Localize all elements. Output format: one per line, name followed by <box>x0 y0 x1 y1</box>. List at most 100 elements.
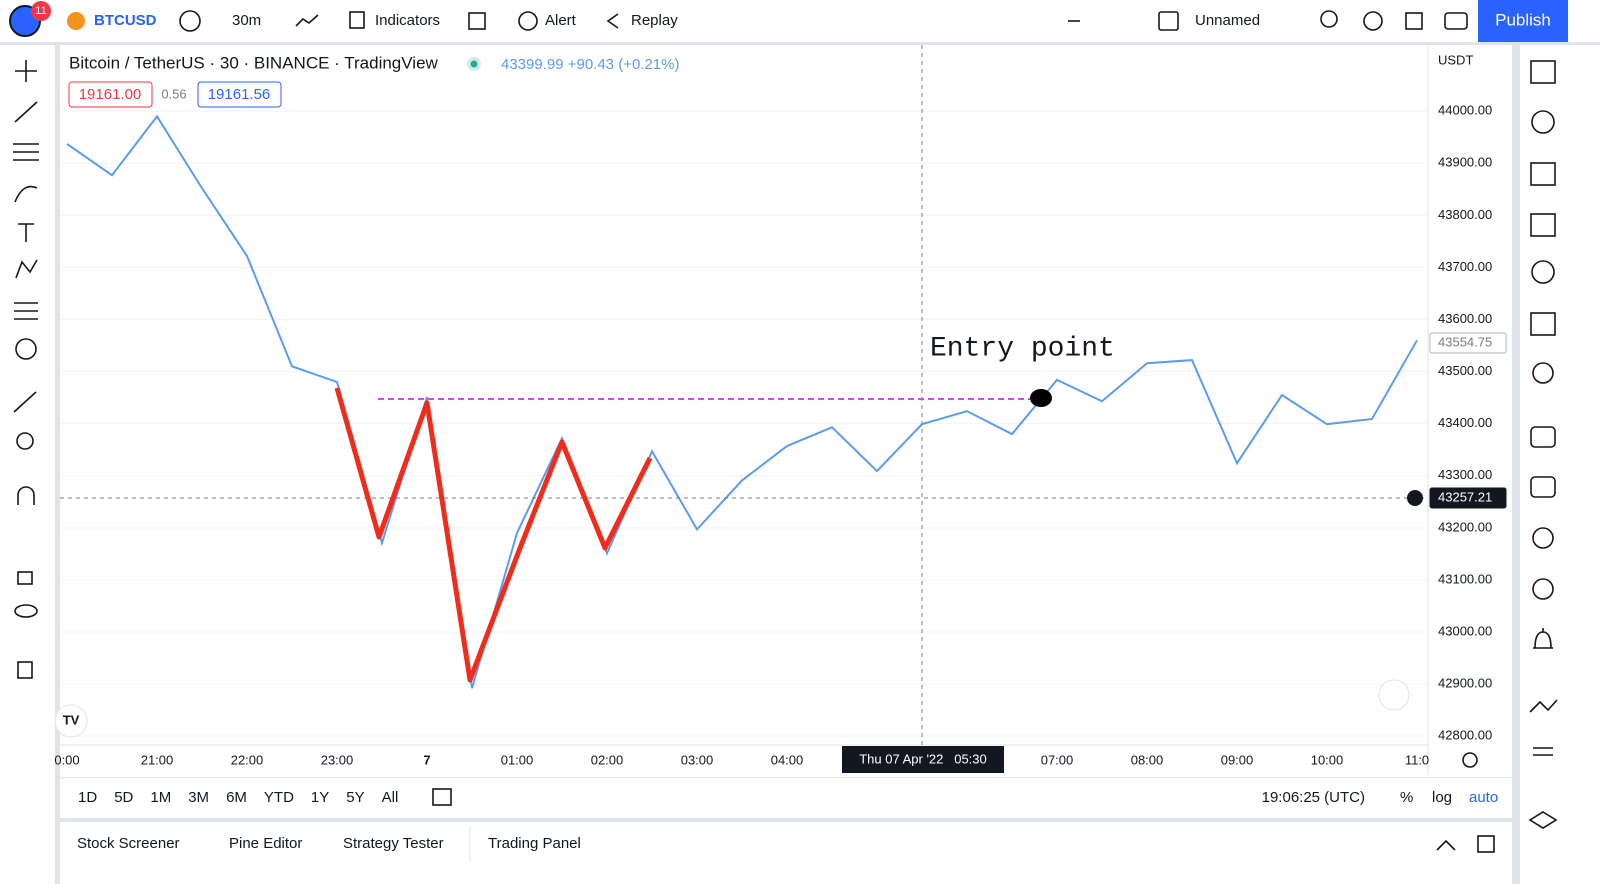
lock-tool[interactable] <box>17 571 33 585</box>
interval[interactable]: 30m <box>232 12 261 29</box>
settings-icon[interactable] <box>1363 11 1383 31</box>
crosshair-plus[interactable] <box>1407 490 1423 507</box>
trading-icon[interactable] <box>1529 699 1558 713</box>
calendar-icon[interactable] <box>1530 312 1556 336</box>
x-tick-label: 7 <box>423 752 430 767</box>
price-line <box>66 114 1418 689</box>
tab[interactable]: Stock Screener <box>77 835 180 852</box>
notifications-icon[interactable] <box>1533 628 1553 649</box>
delete-tool[interactable] <box>17 661 33 679</box>
search-icon[interactable] <box>1320 10 1338 28</box>
crosshair-time-box <box>842 746 1004 773</box>
tab[interactable]: Trading Panel <box>488 835 581 852</box>
ask[interactable]: 19161.56 <box>208 86 271 103</box>
range-button[interactable]: 1D <box>78 789 97 806</box>
layout-name[interactable]: Unnamed <box>1195 12 1260 29</box>
zoom-tool[interactable] <box>16 432 34 450</box>
collapse-icon[interactable] <box>1436 839 1456 851</box>
right-icons <box>1528 60 1558 829</box>
logo[interactable] <box>54 704 88 738</box>
notes-icon[interactable] <box>1530 213 1556 237</box>
status-dot-inner <box>470 60 478 68</box>
range-button[interactable]: 5D <box>114 789 133 806</box>
range-button[interactable]: 5Y <box>346 789 364 806</box>
magnet-tool[interactable] <box>17 486 35 505</box>
chart-type-icon[interactable] <box>295 14 319 27</box>
scroll-button[interactable] <box>1378 679 1410 711</box>
add-icon[interactable] <box>179 10 201 32</box>
top-toolbar <box>0 0 1600 42</box>
currency[interactable]: USDT <box>1438 52 1473 67</box>
range-button[interactable]: YTD <box>264 789 294 806</box>
news-icon[interactable] <box>1530 162 1556 186</box>
log-toggle[interactable]: log <box>1432 789 1452 806</box>
range-button[interactable]: All <box>382 789 399 806</box>
bid[interactable]: 19161.00 <box>79 86 142 103</box>
range-button[interactable]: 1Y <box>311 789 329 806</box>
bottom-bar <box>60 778 1512 818</box>
replay[interactable]: Replay <box>631 12 678 29</box>
streams-icon[interactable] <box>1530 476 1556 498</box>
range-button[interactable]: 3M <box>188 789 209 806</box>
clock: 19:06:25 (UTC) <box>1262 789 1365 806</box>
ideas-icon[interactable] <box>1532 362 1554 384</box>
x-tick-label: 08:00 <box>1131 752 1164 767</box>
line-tool[interactable] <box>14 101 38 123</box>
symbol[interactable]: BTCUSD <box>94 12 157 29</box>
camera-icon[interactable] <box>1444 12 1468 30</box>
text-tool[interactable] <box>18 223 34 242</box>
badge-count: 11 <box>35 5 46 17</box>
sell-box[interactable] <box>68 81 153 108</box>
maximize-icon[interactable] <box>1477 835 1495 853</box>
auto-toggle[interactable]: auto <box>1469 789 1498 806</box>
date-range-icon[interactable] <box>432 788 452 806</box>
replay-icon <box>606 13 619 29</box>
range-button[interactable]: 6M <box>226 789 247 806</box>
prediction-tool[interactable] <box>14 302 38 320</box>
crosshair-time: Thu 07 Apr '22 05:30 <box>859 751 987 766</box>
price-marker-box <box>1429 487 1507 509</box>
publish[interactable]: Publish <box>1495 10 1551 29</box>
hotlists-icon[interactable] <box>1531 260 1555 284</box>
x-tick-label: 07:00 <box>1041 752 1074 767</box>
x-tick-label: 22:00 <box>231 752 264 767</box>
chat-icon[interactable] <box>1530 426 1556 448</box>
visibility-tool[interactable] <box>14 604 38 618</box>
tab[interactable]: Pine Editor <box>229 835 302 852</box>
watchlist-icon[interactable] <box>1530 60 1556 84</box>
crosshair-tool[interactable] <box>15 60 37 82</box>
y-tick-label: 43800.00 <box>1438 207 1492 222</box>
right-sidebar <box>1520 45 1600 884</box>
fullscreen-icon[interactable] <box>1405 12 1423 30</box>
templates-icon[interactable] <box>468 12 486 30</box>
brush-tool[interactable] <box>14 185 38 203</box>
price-marker-label: 43554.75 <box>1438 334 1492 349</box>
y-tick-label: 43400.00 <box>1438 415 1492 430</box>
axis-settings[interactable] <box>1462 752 1478 768</box>
x-tick-label: 04:00 <box>771 752 804 767</box>
tab[interactable]: Strategy Tester <box>343 835 444 852</box>
icon-tool[interactable] <box>15 338 37 360</box>
fib-tool[interactable] <box>13 143 39 161</box>
y-tick-label: 42900.00 <box>1438 676 1492 691</box>
range-button[interactable]: 1M <box>150 789 171 806</box>
alert[interactable]: Alert <box>545 12 577 29</box>
indicators-icon <box>349 11 365 29</box>
percent-toggle[interactable]: % <box>1400 789 1413 806</box>
buy-box[interactable] <box>197 81 282 108</box>
publish-button[interactable] <box>1478 0 1568 42</box>
x-tick-label: 21:00 <box>141 752 174 767</box>
layers-icon[interactable] <box>1528 811 1558 829</box>
x-tick-label: 02:00 <box>591 752 624 767</box>
alerts-icon[interactable] <box>1531 110 1555 134</box>
dom-icon[interactable] <box>1533 747 1553 756</box>
ruler-tool[interactable] <box>13 391 37 413</box>
price-marker-box <box>1429 332 1507 354</box>
chart-pane <box>60 45 1512 777</box>
tips-icon[interactable] <box>1532 527 1554 549</box>
indicators[interactable]: Indicators <box>375 12 440 29</box>
pattern-tool[interactable] <box>15 259 38 279</box>
broadcast-icon[interactable] <box>1532 578 1554 600</box>
x-tick-label: 10:00 <box>1311 752 1344 767</box>
